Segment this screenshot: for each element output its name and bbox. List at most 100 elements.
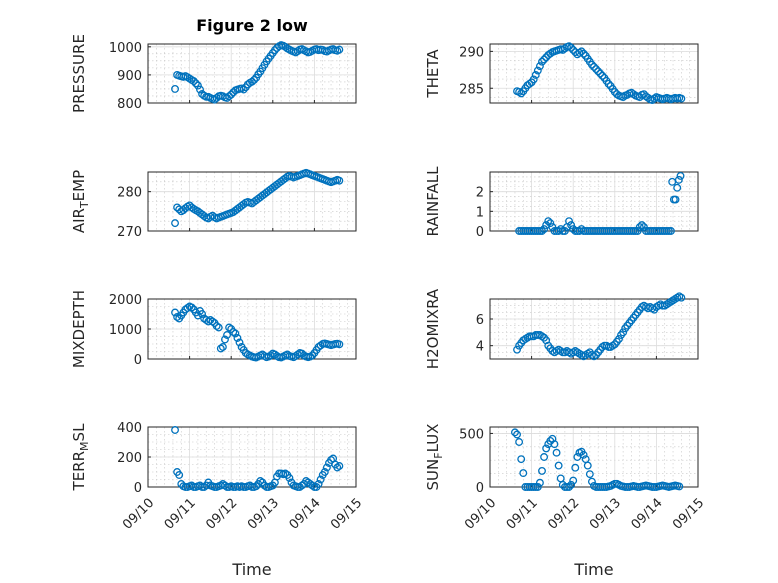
data-point (333, 463, 342, 472)
data-point (216, 344, 225, 353)
data-point (538, 57, 546, 66)
y-axis-label-part: LUX (424, 424, 442, 453)
x-tick-label: 09/12 (545, 496, 582, 533)
data-point (533, 66, 542, 75)
data-point (569, 45, 578, 54)
y-axis-label-part: SL (70, 423, 88, 442)
y-axis-label-subscript: M (78, 441, 91, 451)
data-point (208, 317, 217, 326)
data-point (218, 343, 227, 351)
subplot-air_temp: 270 280 AIRTEMP (70, 168, 357, 240)
data-point (567, 221, 576, 230)
y-tick-label: 1 (476, 205, 484, 220)
data-point (171, 426, 179, 434)
data-point (212, 322, 221, 330)
y-axis-label: PRESSURE (70, 34, 88, 113)
y-axis-label-part: TERR (70, 451, 88, 492)
data-point (322, 463, 331, 472)
y-tick-label: 400 (117, 421, 142, 436)
data-point (577, 47, 586, 56)
data-point (579, 450, 588, 459)
y-axis-label-part: SUN (424, 459, 442, 491)
data-point (598, 71, 607, 80)
data-point (677, 94, 686, 103)
data-point (335, 462, 344, 470)
x-tick-label: 09/10 (462, 496, 499, 533)
data-point (575, 48, 584, 57)
data-point (567, 43, 576, 52)
data-point (175, 471, 184, 479)
data-point (515, 438, 524, 446)
y-tick-label: 0 (134, 481, 142, 496)
y-tick-label: 2000 (109, 293, 142, 308)
data-point (308, 351, 317, 360)
y-axis-label: SUNFLUX (424, 424, 445, 491)
x-tick-label: 09/11 (162, 496, 199, 533)
x-tick-label: 09/15 (328, 496, 365, 533)
data-point (515, 87, 524, 96)
y-tick-label: 285 (459, 82, 484, 97)
y-tick-label: 0 (476, 481, 484, 496)
data-point (214, 323, 223, 332)
x-tick-label: 09/10 (120, 496, 157, 533)
data-point (517, 89, 526, 98)
y-tick-label: 1000 (109, 41, 142, 56)
data-point (594, 67, 603, 76)
data-point (546, 219, 555, 228)
data-point (270, 46, 279, 55)
x-tick-label: 09/15 (670, 496, 707, 533)
y-axis-label-subscript: F (432, 452, 445, 458)
data-point (320, 468, 329, 476)
data-point (187, 303, 196, 312)
data-point (335, 45, 344, 54)
data-point (587, 60, 596, 69)
data-point (173, 203, 182, 212)
y-axis-label: TERRMSL (70, 423, 91, 492)
x-tick-label: 09/12 (203, 496, 240, 533)
x-tick-label: 09/14 (287, 496, 324, 533)
data-point (619, 93, 628, 102)
data-point (677, 293, 686, 302)
data-point (554, 461, 563, 470)
data-point (546, 49, 555, 58)
data-point (171, 219, 179, 228)
data-point (173, 313, 182, 321)
data-point (612, 90, 621, 99)
data-point (239, 85, 248, 94)
data-point (571, 463, 580, 472)
data-point (250, 76, 259, 84)
subplot-sun_flux: 0 500 09/10 09/11 09/12 09/13 09/14 09/15 SUNFLU… (424, 424, 707, 533)
data-point (565, 217, 573, 226)
data-point (552, 448, 561, 457)
data-point (544, 217, 553, 226)
y-axis-label: AIRTEMP (70, 170, 91, 233)
data-point (314, 480, 323, 488)
data-point (517, 455, 526, 464)
data-point (673, 183, 682, 192)
data-point (674, 175, 683, 184)
y-tick-label: 200 (117, 451, 142, 466)
y-axis-label: THETA (424, 49, 442, 99)
data-point (548, 223, 557, 232)
y-axis-label: H2OMIXRA (424, 288, 442, 369)
data-point (241, 349, 250, 357)
data-point (196, 85, 204, 94)
y-tick-label: 0 (476, 225, 484, 240)
y-tick-label: 800 (117, 97, 142, 112)
data-point (513, 430, 521, 439)
subplot-mixdepth: 0 1000 2000 MIXDEPTH (70, 290, 357, 368)
data-point (587, 477, 596, 486)
data-point (511, 428, 519, 437)
axes-box (147, 171, 357, 232)
data-point (615, 335, 623, 343)
data-point (223, 331, 231, 339)
data-point (233, 334, 242, 342)
data-point (639, 223, 648, 232)
data-point (676, 171, 685, 180)
data-point (229, 328, 238, 336)
data-point (629, 90, 638, 99)
data-point (560, 227, 569, 235)
data-point (579, 49, 588, 58)
y-tick-label: 4 (476, 340, 484, 355)
data-point (225, 92, 234, 101)
